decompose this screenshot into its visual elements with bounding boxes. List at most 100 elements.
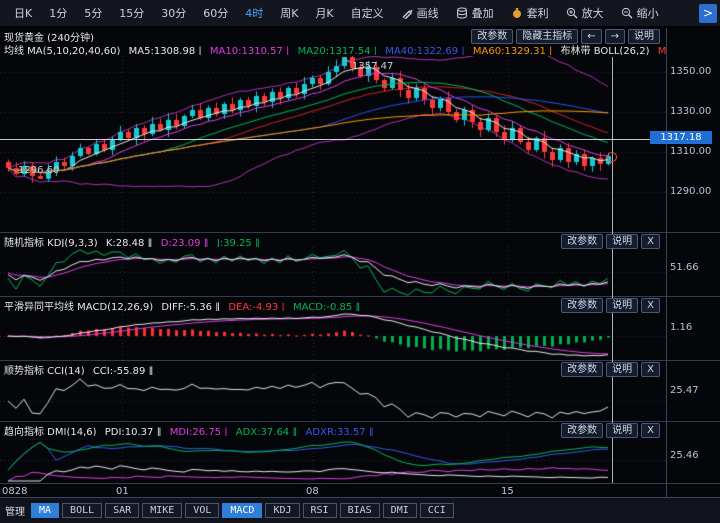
tab-ma[interactable]: MA — [31, 503, 60, 518]
time-tick: 15 — [501, 486, 514, 497]
cci-value: CCI:-55.89 ‖ — [92, 366, 154, 375]
timeframe-5min[interactable]: 5分 — [84, 7, 103, 20]
low-annotation: 1296.60 — [18, 165, 60, 176]
last-price-line — [0, 139, 666, 140]
macd-panel: 平滑异同平均线 MACD(12,26,9) DIFF:-5.36 ‖ DEA:-… — [0, 296, 720, 361]
time-axis: 0828 01 08 15 — [0, 483, 720, 497]
cci-panel: 顺势指标 CCI(14) CCI:-55.89 ‖ 改参数 说明 X — [0, 360, 720, 422]
tab-sar[interactable]: SAR — [105, 503, 140, 518]
close-panel-button[interactable]: X — [641, 234, 660, 249]
tab-dmi[interactable]: DMI — [382, 503, 417, 518]
kdj-axis-value: 51.66 — [670, 262, 699, 273]
price-axis-label: 1290.00 — [670, 186, 712, 197]
tab-rsi[interactable]: RSI — [302, 503, 337, 518]
price-axis-label: 1330.00 — [670, 106, 712, 117]
pencil-icon — [402, 9, 413, 19]
hide-main-indicator-button[interactable]: 隐藏主指标 — [516, 29, 579, 44]
axis-separator — [666, 28, 667, 497]
cci-chart-canvas[interactable] — [0, 375, 666, 422]
boll-label: 布林带 BOLL(26,2) — [560, 46, 650, 55]
tab-macd[interactable]: MACD — [222, 503, 263, 518]
help-button[interactable]: 说明 — [606, 298, 639, 313]
change-params-button[interactable]: 改参数 — [471, 29, 514, 44]
close-panel-button[interactable]: X — [641, 362, 660, 377]
dmi-header: 趋向指标 DMI(14,6) PDI:10.37 ‖ MDI:26.75 | A… — [4, 423, 664, 436]
tool-label: 画线 — [416, 7, 439, 20]
main-panel-buttons: 改参数 隐藏主指标 ← → 说明 — [471, 29, 660, 44]
money-bag-icon — [512, 8, 521, 18]
ma40-value: MA40:1322.69 | — [385, 46, 465, 55]
tab-boll[interactable]: BOLL — [62, 503, 103, 518]
toolbar-expand-button[interactable]: > — [699, 4, 717, 23]
close-panel-button[interactable]: X — [641, 423, 660, 438]
change-params-button[interactable]: 改参数 — [561, 423, 604, 438]
zoom-out-button[interactable]: 缩小 — [621, 5, 659, 21]
help-button[interactable]: 说明 — [606, 423, 639, 438]
timeframe-60min[interactable]: 60分 — [203, 7, 229, 20]
dmi-adxr-value: ADXR:33.57 ‖ — [305, 427, 374, 436]
dmi-chart-canvas[interactable] — [0, 436, 666, 484]
cci-panel-buttons: 改参数 说明 X — [561, 362, 660, 377]
last-price-marker — [607, 152, 617, 162]
zoom-out-icon — [621, 7, 633, 19]
chart-region: 现货黄金 (240分钟) 改参数 隐藏主指标 ← → 说明 均线 MA(5,10… — [0, 28, 720, 497]
kdj-j-value: J:39.25 ‖ — [216, 238, 260, 247]
kdj-d-value: D:23.09 ‖ — [160, 238, 209, 247]
change-params-button[interactable]: 改参数 — [561, 362, 604, 377]
arbitrage-button[interactable]: 套利 — [511, 5, 549, 21]
cci-label: 顺势指标 CCI(14) — [4, 366, 85, 375]
zoom-in-icon — [566, 7, 578, 19]
ma60-value: MA60:1329.31 | — [472, 46, 553, 55]
dmi-panel: 趋向指标 DMI(14,6) PDI:10.37 ‖ MDI:26.75 | A… — [0, 421, 720, 484]
tab-kdj[interactable]: KDJ — [265, 503, 300, 518]
timeframe-30min[interactable]: 30分 — [161, 7, 187, 20]
time-tick: 08 — [306, 486, 319, 497]
timeframe-custom[interactable]: 自定义 — [350, 7, 384, 20]
timeframe-monthly[interactable]: 月K — [315, 7, 334, 20]
tab-cci[interactable]: CCI — [419, 503, 454, 518]
timeframe-weekly[interactable]: 周K — [280, 7, 299, 20]
top-toolbar: 日K 1分 5分 15分 30分 60分 4时 周K 月K 自定义 画线 叠加 — [0, 0, 720, 27]
ma10-value: MA10:1310.57 | — [209, 46, 290, 55]
stack-icon — [456, 7, 467, 19]
manage-button[interactable]: 管理 — [5, 507, 25, 518]
draw-line-button[interactable]: 画线 — [401, 5, 439, 21]
time-tick: 0828 — [2, 486, 28, 497]
kdj-k-value: K:28.48 ‖ — [105, 238, 153, 247]
macd-chart-canvas[interactable] — [0, 311, 666, 361]
tab-bias[interactable]: BIAS — [339, 503, 380, 518]
kdj-chart-canvas[interactable] — [0, 247, 666, 297]
dmi-pdi-value: PDI:10.37 ‖ — [104, 427, 162, 436]
tool-label: 叠加 — [471, 7, 494, 20]
change-params-button[interactable]: 改参数 — [561, 234, 604, 249]
zoom-in-button[interactable]: 放大 — [566, 5, 604, 21]
close-panel-button[interactable]: X — [641, 298, 660, 313]
timeframe-4hour[interactable]: 4时 — [245, 7, 264, 20]
timeframe-daily[interactable]: 日K — [14, 7, 33, 20]
kdj-label: 随机指标 KDJ(9,3,3) — [4, 238, 98, 247]
help-button[interactable]: 说明 — [628, 29, 660, 44]
overlay-button[interactable]: 叠加 — [456, 5, 494, 21]
macd-label: 平滑异同平均线 MACD(12,26,9) — [4, 302, 154, 311]
tab-mike[interactable]: MIKE — [142, 503, 183, 518]
change-params-button[interactable]: 改参数 — [561, 298, 604, 313]
dmi-label: 趋向指标 DMI(14,6) — [4, 427, 97, 436]
boll-mid-value: MID:1318.58 | — [657, 46, 666, 55]
tab-vol[interactable]: VOL — [185, 503, 220, 518]
next-arrow-button[interactable]: → — [604, 29, 625, 44]
timeframe-15min[interactable]: 15分 — [119, 7, 145, 20]
prev-arrow-button[interactable]: ← — [581, 29, 602, 44]
help-button[interactable]: 说明 — [606, 234, 639, 249]
crosshair-vertical-line — [612, 57, 613, 483]
help-button[interactable]: 说明 — [606, 362, 639, 377]
main-chart-canvas[interactable] — [0, 56, 666, 232]
dmi-panel-buttons: 改参数 说明 X — [561, 423, 660, 438]
tool-label: 缩小 — [636, 7, 659, 20]
ma5-value: MA5:1308.98 | — [128, 46, 202, 55]
cci-header: 顺势指标 CCI(14) CCI:-55.89 ‖ — [4, 362, 664, 375]
symbol-title: 现货黄金 (240分钟) — [4, 33, 95, 42]
timeframe-1min[interactable]: 1分 — [49, 7, 68, 20]
cci-axis-value: 25.47 — [670, 385, 699, 396]
kdj-panel: 随机指标 KDJ(9,3,3) K:28.48 ‖ D:23.09 ‖ J:39… — [0, 232, 720, 297]
